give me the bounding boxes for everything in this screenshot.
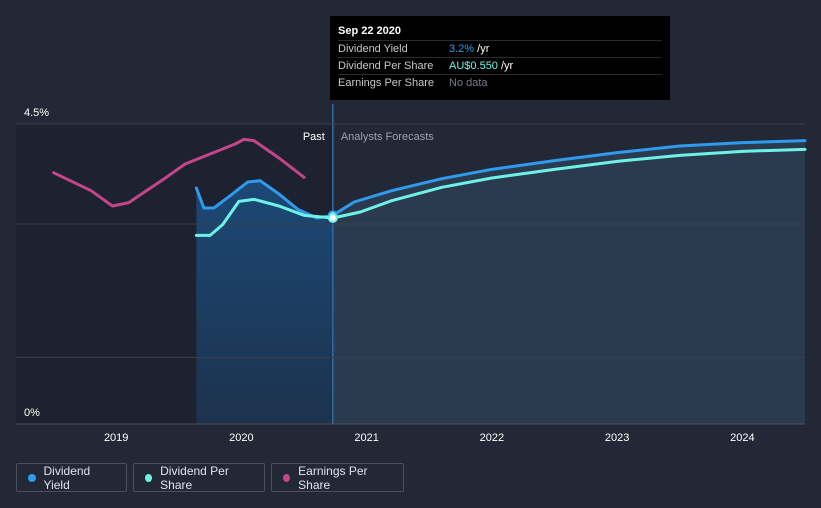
- tooltip-value: No data: [449, 77, 488, 89]
- highlight-point-dividend-per-share: [327, 213, 338, 223]
- tooltip-row-dividend-per-share: Dividend Per Share AU$0.550 /yr: [338, 57, 662, 74]
- legend-item-dividend-yield[interactable]: Dividend Yield: [16, 463, 127, 492]
- tooltip-row-earnings-per-share: Earnings Per Share No data: [338, 74, 662, 91]
- legend-label: Dividend Per Share: [160, 463, 229, 492]
- legend-label: Earnings Per Share: [298, 463, 368, 492]
- y-axis-bottom-label: 0%: [24, 407, 40, 419]
- tooltip-label: Earnings Per Share: [338, 77, 434, 89]
- forecast-area: [332, 140, 805, 424]
- tooltip-date: Sep 22 2020: [338, 25, 401, 37]
- x-tick-label: 2022: [480, 432, 504, 444]
- tooltip-label: Dividend Per Share: [338, 60, 434, 72]
- tooltip-row-dividend-yield: Dividend Yield 3.2% /yr: [338, 40, 662, 57]
- tooltip-suffix: /yr: [474, 43, 490, 55]
- legend-item-dividend-per-share[interactable]: Dividend Per Share: [133, 463, 265, 492]
- forecast-label: Analysts Forecasts: [341, 131, 434, 143]
- legend-dot: [28, 473, 36, 482]
- tooltip-label: Dividend Yield: [338, 43, 408, 55]
- tooltip-suffix: /yr: [497, 60, 514, 72]
- past-area: [196, 180, 333, 424]
- legend-item-earnings-per-share[interactable]: Earnings Per Share: [271, 463, 404, 492]
- x-tick-label: 2023: [605, 432, 629, 444]
- past-label: Past: [303, 131, 325, 143]
- x-tick-label: 2020: [229, 432, 253, 444]
- series-line-earnings-per-share: [52, 137, 306, 208]
- tooltip-value: AU$0.550: [449, 60, 498, 72]
- tooltip: Sep 22 2020 Dividend Yield 3.2% /yr Divi…: [330, 16, 670, 100]
- x-tick-label: 2019: [104, 432, 128, 444]
- legend-dot: [283, 473, 291, 482]
- series-line-dividend-per-share: [194, 147, 807, 237]
- legend-dot: [145, 473, 153, 482]
- x-tick-label: 2021: [354, 432, 378, 444]
- legend-label: Dividend Yield: [43, 463, 91, 492]
- y-axis-top-label: 4.5%: [24, 107, 49, 119]
- tooltip-value: 3.2%: [449, 43, 475, 55]
- x-tick-label: 2024: [730, 432, 754, 444]
